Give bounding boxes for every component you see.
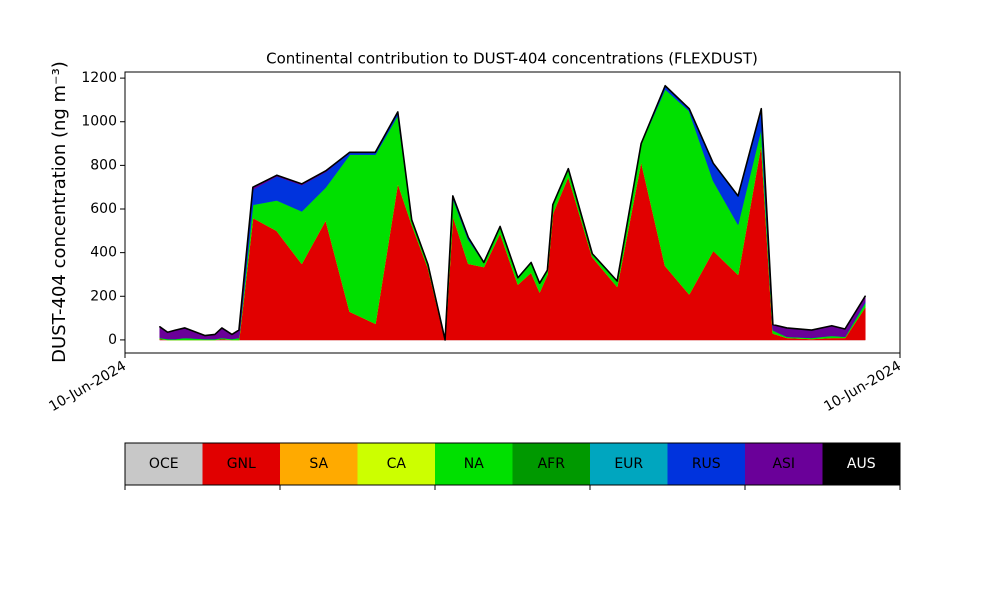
x-tick-label: 10-Jun-2024 — [821, 358, 904, 415]
legend-swatch — [512, 443, 590, 485]
legend-ticks — [124, 485, 901, 490]
y-tick-label: 200 — [90, 288, 117, 304]
plot-frame — [124, 71, 901, 354]
legend-swatch — [202, 443, 280, 485]
legend-swatch — [435, 443, 513, 485]
y-tick-label: 1000 — [81, 114, 117, 130]
legend-label: RUS — [692, 456, 721, 472]
legend-label: NA — [464, 456, 484, 472]
y-tick-label: 600 — [90, 201, 117, 217]
plot-area — [159, 84, 866, 341]
y-tick-label: 800 — [90, 157, 117, 173]
legend-label: AUS — [847, 456, 876, 472]
x-tick-label: 10-Jun-2024 — [46, 358, 129, 415]
legend-label: ASI — [772, 456, 795, 472]
legend-label: CA — [387, 456, 407, 472]
legend-swatch — [357, 443, 435, 485]
y-tick-label: 400 — [90, 245, 117, 261]
legend-label: OCE — [149, 456, 179, 472]
legend-swatch — [280, 443, 358, 485]
legend-swatch — [745, 443, 823, 485]
legend-label: GNL — [227, 456, 256, 472]
legend: OCE GNL SA CA NA AFR EUR RUS ASI AUS — [124, 442, 901, 486]
chart-title: Continental contribution to DUST-404 con… — [266, 50, 758, 68]
area — [159, 84, 866, 341]
y-tick-label: 1200 — [81, 70, 117, 86]
legend-label: EUR — [614, 456, 643, 472]
legend-swatch — [125, 443, 203, 485]
legend-label: AFR — [538, 456, 566, 472]
legend-label: SA — [309, 456, 328, 472]
legend-swatch — [822, 443, 900, 485]
legend-swatch — [590, 443, 668, 485]
legend-frame — [124, 442, 901, 486]
legend-swatch — [667, 443, 745, 485]
area — [159, 143, 866, 341]
y-axis-label: DUST-404 concentration (ng m⁻³) — [49, 61, 70, 363]
y-tick-label: 0 — [108, 332, 117, 348]
